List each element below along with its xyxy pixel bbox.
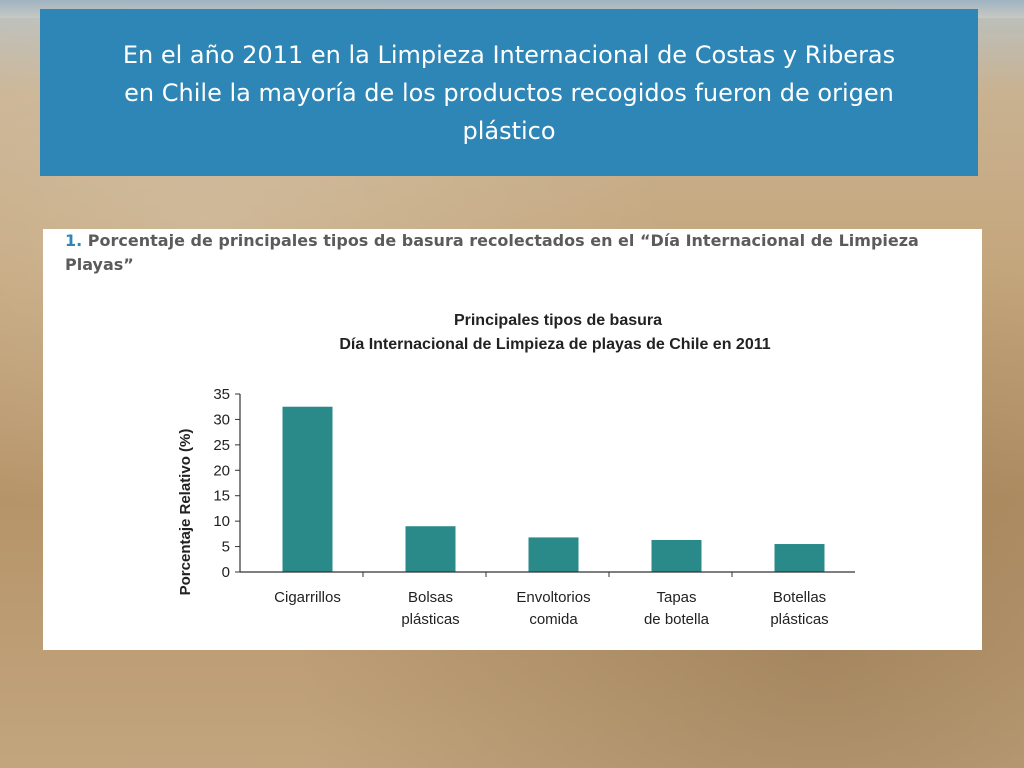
x-tick-label-line: comida <box>529 611 578 628</box>
x-tick-label-line: Botellas <box>773 589 826 606</box>
x-tick-label: Bolsas plásticas <box>401 589 459 628</box>
chart-subtitle: Día Internacional de Limpieza de playas … <box>339 336 770 353</box>
bar <box>651 539 702 572</box>
x-tick-label: Tapas de botella <box>644 589 710 628</box>
x-tick-label-line: plásticas <box>401 611 459 628</box>
chart-caption: 1. Porcentaje de principales tipos de ba… <box>65 229 975 277</box>
bar <box>282 406 333 572</box>
chart-title: Principales tipos de basura <box>454 312 662 329</box>
bar <box>405 526 456 572</box>
y-tick-label: 25 <box>213 437 230 454</box>
caption-text: Porcentaje de principales tipos de basur… <box>65 231 919 274</box>
bar-chart: Principales tipos de basura Día Internac… <box>177 312 855 628</box>
y-tick-label: 35 <box>213 386 230 403</box>
x-tick-label: Envoltorios comida <box>516 589 590 628</box>
bars <box>282 406 825 572</box>
bar <box>774 544 825 572</box>
y-axis-label: Porcentaje Relativo (%) <box>177 429 194 596</box>
chart-card: 1. Porcentaje de principales tipos de ba… <box>43 229 982 650</box>
x-tick-label-line: de botella <box>644 611 710 628</box>
slide-title: En el año 2011 en la Limpieza Internacio… <box>122 40 896 145</box>
x-tick-label-line: plásticas <box>770 611 828 628</box>
title-banner: En el año 2011 en la Limpieza Internacio… <box>40 9 978 176</box>
x-tick-label-line: Cigarrillos <box>274 589 341 606</box>
y-axis: 0 5 10 15 20 25 30 35 <box>213 386 241 581</box>
x-axis: Cigarrillos Bolsas plásticas Envoltorios com… <box>240 571 855 628</box>
y-tick-label: 5 <box>222 539 230 556</box>
y-tick-label: 0 <box>222 564 230 581</box>
x-tick-label: Cigarrillos <box>274 589 341 606</box>
y-tick-label: 15 <box>213 488 230 505</box>
x-tick-label-line: Bolsas <box>408 589 453 606</box>
x-tick-label-line: Tapas <box>656 589 696 606</box>
x-tick-label: Botellas plásticas <box>770 589 828 628</box>
x-tick-label-line: Envoltorios <box>516 589 590 606</box>
y-tick-label: 30 <box>213 411 230 428</box>
caption-number: 1. <box>65 231 83 250</box>
y-tick-label: 10 <box>213 513 230 530</box>
bar <box>528 537 579 572</box>
y-tick-label: 20 <box>213 462 230 479</box>
